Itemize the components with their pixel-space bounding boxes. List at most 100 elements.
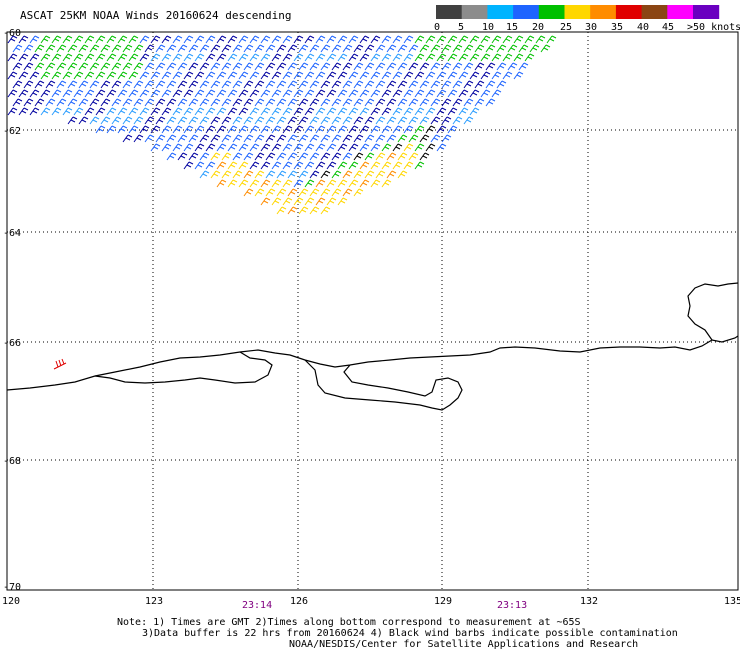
wind-barb-icon bbox=[216, 125, 227, 134]
wind-barb-icon bbox=[381, 53, 392, 62]
wind-barb-icon bbox=[73, 89, 84, 98]
wind-barb-icon bbox=[414, 71, 425, 80]
wind-barb-icon bbox=[320, 80, 331, 89]
wind-barb-icon bbox=[260, 107, 271, 116]
wind-barb-icon bbox=[452, 62, 463, 71]
wind-barb-icon bbox=[315, 197, 326, 206]
wind-barb-icon bbox=[29, 53, 40, 62]
wind-barb-icon bbox=[342, 170, 353, 179]
wind-barb-icon bbox=[513, 53, 524, 62]
wind-barb-icon bbox=[199, 116, 210, 125]
wind-barb-icon bbox=[282, 161, 293, 170]
wind-barb-icon bbox=[183, 107, 194, 116]
wind-barb-icon bbox=[128, 107, 139, 116]
wind-barb-icon bbox=[238, 125, 249, 134]
wind-barb-icon bbox=[287, 206, 298, 215]
wind-barb-icon bbox=[304, 71, 315, 80]
wind-barb-icon bbox=[7, 89, 18, 98]
wind-barb-icon bbox=[161, 125, 172, 134]
wind-barb-icon bbox=[128, 53, 139, 62]
wind-barb-icon bbox=[282, 179, 293, 188]
wind-barb-icon bbox=[436, 125, 447, 134]
wind-barb-icon bbox=[287, 152, 298, 161]
wind-barb-icon bbox=[392, 53, 403, 62]
wind-barb-icon bbox=[441, 44, 452, 53]
wind-barb-icon bbox=[199, 134, 210, 143]
wind-barb-field bbox=[7, 35, 557, 215]
wind-barb-icon bbox=[45, 80, 56, 89]
wind-barb-icon bbox=[375, 116, 386, 125]
wind-barb-icon bbox=[491, 71, 502, 80]
wind-barb-icon bbox=[216, 35, 227, 44]
wind-barb-icon bbox=[254, 170, 265, 179]
wind-barb-icon bbox=[227, 143, 238, 152]
wind-barb-icon bbox=[342, 116, 353, 125]
wind-barb-icon bbox=[375, 134, 386, 143]
footnote-line-1: Note: 1) Times are GMT 2)Times along bot… bbox=[117, 617, 581, 628]
wind-barb-icon bbox=[271, 35, 282, 44]
wind-barb-icon bbox=[254, 62, 265, 71]
wind-barb-icon bbox=[293, 125, 304, 134]
wind-barb-icon bbox=[419, 116, 430, 125]
wind-barb-icon bbox=[359, 143, 370, 152]
wind-barb-icon bbox=[95, 107, 106, 116]
wind-barb-icon bbox=[227, 107, 238, 116]
wind-barb-icon bbox=[375, 44, 386, 53]
wind-barb-icon bbox=[414, 35, 425, 44]
wind-barb-icon bbox=[210, 170, 221, 179]
wind-barb-icon bbox=[216, 143, 227, 152]
wind-barb-icon bbox=[122, 134, 133, 143]
wind-barb-icon bbox=[342, 80, 353, 89]
wind-barb-icon bbox=[249, 53, 260, 62]
wind-barb-icon bbox=[474, 44, 485, 53]
legend-swatch bbox=[461, 5, 488, 19]
wind-barb-icon bbox=[265, 188, 276, 197]
wind-barb-icon bbox=[205, 35, 216, 44]
wind-barb-icon bbox=[331, 134, 342, 143]
wind-barb-icon bbox=[95, 89, 106, 98]
wind-barb-icon bbox=[293, 35, 304, 44]
wind-barb-icon bbox=[282, 197, 293, 206]
wind-barb-icon bbox=[216, 161, 227, 170]
wind-barb-icon bbox=[386, 116, 397, 125]
wind-barb-icon bbox=[144, 116, 155, 125]
wind-barb-icon bbox=[183, 35, 194, 44]
lon-label-126: 126 bbox=[290, 596, 308, 607]
wind-barb-icon bbox=[210, 44, 221, 53]
wind-barb-icon bbox=[430, 116, 441, 125]
wind-barb-icon bbox=[276, 116, 287, 125]
wind-barb-icon bbox=[430, 98, 441, 107]
wind-barb-icon bbox=[359, 179, 370, 188]
wind-barb-icon bbox=[177, 98, 188, 107]
wind-barb-icon bbox=[139, 125, 150, 134]
wind-barb-icon bbox=[386, 62, 397, 71]
wind-barb-icon bbox=[271, 197, 282, 206]
wind-barb-icon bbox=[194, 35, 205, 44]
wind-barb-icon bbox=[238, 107, 249, 116]
wind-barb-icon bbox=[62, 89, 73, 98]
wind-barb-icon bbox=[23, 62, 34, 71]
wind-barb-icon bbox=[194, 71, 205, 80]
wind-barb-icon bbox=[271, 107, 282, 116]
wind-barb-icon bbox=[315, 53, 326, 62]
wind-barb-icon bbox=[243, 44, 254, 53]
legend-label-15: 15 bbox=[506, 22, 518, 33]
wind-barb-icon bbox=[62, 35, 73, 44]
wind-barb-icon bbox=[480, 71, 491, 80]
wind-barb-icon bbox=[430, 44, 441, 53]
wind-barb-icon bbox=[293, 107, 304, 116]
wind-barb-icon bbox=[370, 179, 381, 188]
wind-barb-icon bbox=[337, 89, 348, 98]
wind-barb-icon bbox=[353, 152, 364, 161]
wind-barb-icon bbox=[161, 35, 172, 44]
wind-barb-icon bbox=[359, 107, 370, 116]
wind-barb-icon bbox=[271, 71, 282, 80]
wind-barb-icon bbox=[254, 116, 265, 125]
wind-barb-icon bbox=[210, 62, 221, 71]
wind-barb-icon bbox=[463, 98, 474, 107]
map-title: ASCAT 25KM NOAA Winds 20160624 descendin… bbox=[20, 9, 292, 22]
wind-barb-icon bbox=[370, 143, 381, 152]
wind-barb-icon bbox=[342, 152, 353, 161]
wind-barb-icon bbox=[139, 53, 150, 62]
wind-barb-icon bbox=[287, 44, 298, 53]
